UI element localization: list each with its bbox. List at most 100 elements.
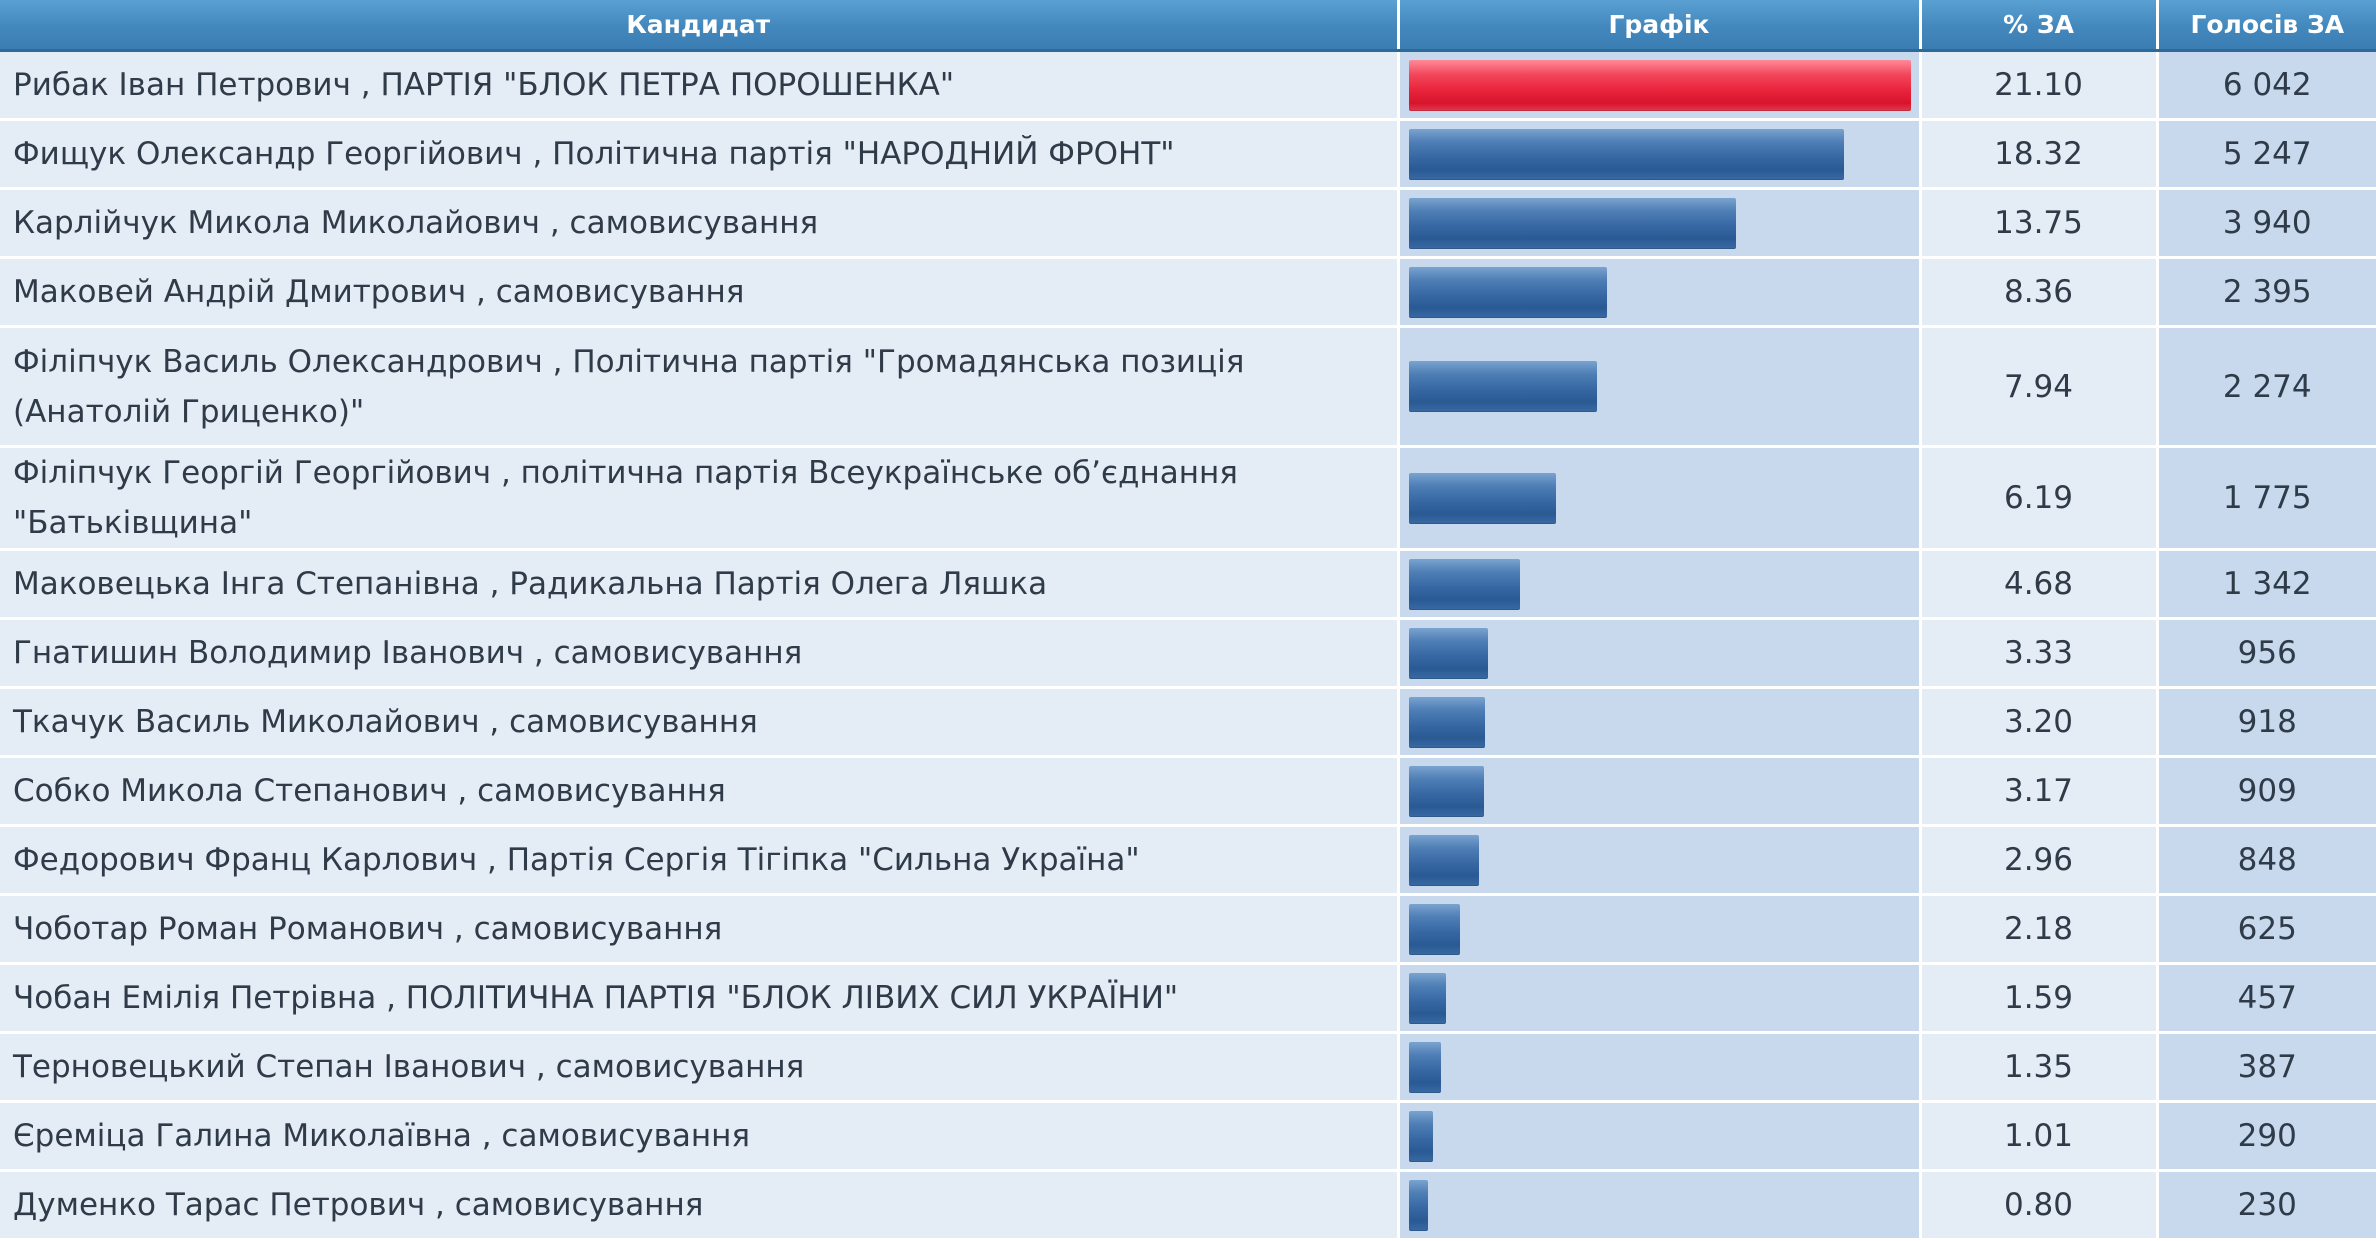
candidate-name: Єреміца Галина Миколаївна , самовисуванн… xyxy=(0,1101,1400,1172)
candidate-name: Карлійчук Микола Миколайович , самовисув… xyxy=(0,188,1400,259)
votes-value: 387 xyxy=(2157,1032,2376,1103)
vote-share-chart-cell xyxy=(1398,1032,1922,1103)
vote-share-bar-track xyxy=(1408,1110,1911,1162)
vote-share-bar xyxy=(1408,696,1485,748)
vote-share-chart-cell xyxy=(1398,119,1922,190)
vote-share-bar-track xyxy=(1408,972,1911,1024)
candidate-row: Маковей Андрій Дмитрович , самовисування… xyxy=(0,257,2376,328)
percent-value: 1.59 xyxy=(1920,963,2159,1034)
candidate-name: Маковецька Інга Степанівна , Радикальна … xyxy=(0,549,1400,620)
candidate-name: Філіпчук Василь Олександрович , Політичн… xyxy=(0,326,1400,448)
vote-share-chart-cell xyxy=(1398,963,1922,1034)
vote-share-bar-track xyxy=(1408,266,1911,318)
vote-share-bar xyxy=(1408,1041,1441,1093)
vote-share-bar-leader xyxy=(1408,59,1911,111)
vote-share-chart-cell xyxy=(1398,894,1922,965)
percent-value: 3.17 xyxy=(1920,756,2159,827)
candidate-name: Філіпчук Георгій Георгійович , політична… xyxy=(0,446,1400,551)
candidate-row: Думенко Тарас Петрович , самовисування 0.… xyxy=(0,1170,2376,1241)
column-header-percent[interactable]: % ЗА xyxy=(1920,0,2159,52)
candidate-row: Ткачук Василь Миколайович , самовисуванн… xyxy=(0,687,2376,758)
vote-share-bar xyxy=(1408,558,1520,610)
candidate-row: Собко Микола Степанович , самовисування 3… xyxy=(0,756,2376,827)
candidate-name: Федорович Франц Карлович , Партія Сергія… xyxy=(0,825,1400,896)
votes-value: 5 247 xyxy=(2157,119,2376,190)
vote-share-bar xyxy=(1408,834,1479,886)
results-table-body: Рибак Іван Петрович , ПАРТІЯ "БЛОК ПЕТРА… xyxy=(0,50,2376,1241)
results-table-header: Кандидат Графік % ЗА Голосів ЗА xyxy=(0,0,2376,52)
vote-share-chart-cell xyxy=(1398,687,1922,758)
percent-value: 2.96 xyxy=(1920,825,2159,896)
vote-share-chart-cell xyxy=(1398,50,1922,121)
votes-value: 918 xyxy=(2157,687,2376,758)
vote-share-bar-track xyxy=(1408,627,1911,679)
vote-share-bar xyxy=(1408,627,1488,679)
vote-share-chart-cell xyxy=(1398,188,1922,259)
votes-value: 625 xyxy=(2157,894,2376,965)
vote-share-bar-track xyxy=(1408,197,1911,249)
votes-value: 1 775 xyxy=(2157,446,2376,551)
header-row: Кандидат Графік % ЗА Голосів ЗА xyxy=(0,0,2376,52)
vote-share-bar xyxy=(1408,1110,1433,1162)
percent-value: 21.10 xyxy=(1920,50,2159,121)
candidate-name: Гнатишин Володимир Іванович , самовисува… xyxy=(0,618,1400,689)
candidate-name: Терновецький Степан Іванович , самовисув… xyxy=(0,1032,1400,1103)
candidate-row: Маковецька Інга Степанівна , Радикальна … xyxy=(0,549,2376,620)
vote-share-bar xyxy=(1408,266,1608,318)
vote-share-chart-cell xyxy=(1398,257,1922,328)
candidate-row: Чоботар Роман Романович , самовисування 2… xyxy=(0,894,2376,965)
candidate-name: Фищук Олександр Георгійович , Політична … xyxy=(0,119,1400,190)
vote-share-bar-track xyxy=(1408,472,1911,524)
candidate-row: Єреміца Галина Миколаївна , самовисуванн… xyxy=(0,1101,2376,1172)
vote-share-bar xyxy=(1408,472,1556,524)
vote-share-bar-track xyxy=(1408,834,1911,886)
votes-value: 290 xyxy=(2157,1101,2376,1172)
vote-share-bar xyxy=(1408,765,1484,817)
votes-value: 457 xyxy=(2157,963,2376,1034)
percent-value: 13.75 xyxy=(1920,188,2159,259)
votes-value: 230 xyxy=(2157,1170,2376,1241)
candidate-row: Гнатишин Володимир Іванович , самовисува… xyxy=(0,618,2376,689)
votes-value: 956 xyxy=(2157,618,2376,689)
percent-value: 8.36 xyxy=(1920,257,2159,328)
vote-share-chart-cell xyxy=(1398,326,1922,448)
votes-value: 6 042 xyxy=(2157,50,2376,121)
candidate-name: Маковей Андрій Дмитрович , самовисування xyxy=(0,257,1400,328)
column-header-votes[interactable]: Голосів ЗА xyxy=(2157,0,2376,52)
percent-value: 0.80 xyxy=(1920,1170,2159,1241)
candidate-name: Собко Микола Степанович , самовисування xyxy=(0,756,1400,827)
column-header-chart[interactable]: Графік xyxy=(1398,0,1922,52)
candidate-row: Фищук Олександр Георгійович , Політична … xyxy=(0,119,2376,190)
vote-share-bar-track xyxy=(1408,1179,1911,1231)
vote-share-bar xyxy=(1408,197,1736,249)
percent-value: 18.32 xyxy=(1920,119,2159,190)
percent-value: 4.68 xyxy=(1920,549,2159,620)
vote-share-bar xyxy=(1408,128,1845,180)
votes-value: 2 274 xyxy=(2157,326,2376,448)
percent-value: 3.33 xyxy=(1920,618,2159,689)
percent-value: 1.35 xyxy=(1920,1032,2159,1103)
percent-value: 7.94 xyxy=(1920,326,2159,448)
vote-share-chart-cell xyxy=(1398,549,1922,620)
vote-share-bar-track xyxy=(1408,361,1911,412)
votes-value: 1 342 xyxy=(2157,549,2376,620)
votes-value: 2 395 xyxy=(2157,257,2376,328)
vote-share-bar-track xyxy=(1408,903,1911,955)
candidate-name: Ткачук Василь Миколайович , самовисуванн… xyxy=(0,687,1400,758)
vote-share-bar-track xyxy=(1408,765,1911,817)
vote-share-bar xyxy=(1408,1179,1428,1231)
candidate-name: Думенко Тарас Петрович , самовисування xyxy=(0,1170,1400,1241)
vote-share-chart-cell xyxy=(1398,446,1922,551)
vote-share-bar xyxy=(1408,972,1447,1024)
vote-share-bar xyxy=(1408,903,1461,955)
vote-share-bar-track xyxy=(1408,59,1911,111)
candidate-row: Чобан Емілія Петрівна , ПОЛІТИЧНА ПАРТІЯ… xyxy=(0,963,2376,1034)
percent-value: 3.20 xyxy=(1920,687,2159,758)
candidate-row: Філіпчук Георгій Георгійович , політична… xyxy=(0,446,2376,551)
candidate-name: Чоботар Роман Романович , самовисування xyxy=(0,894,1400,965)
vote-share-bar-track xyxy=(1408,558,1911,610)
vote-share-bar-track xyxy=(1408,128,1911,180)
votes-value: 3 940 xyxy=(2157,188,2376,259)
column-header-candidate[interactable]: Кандидат xyxy=(0,0,1400,52)
